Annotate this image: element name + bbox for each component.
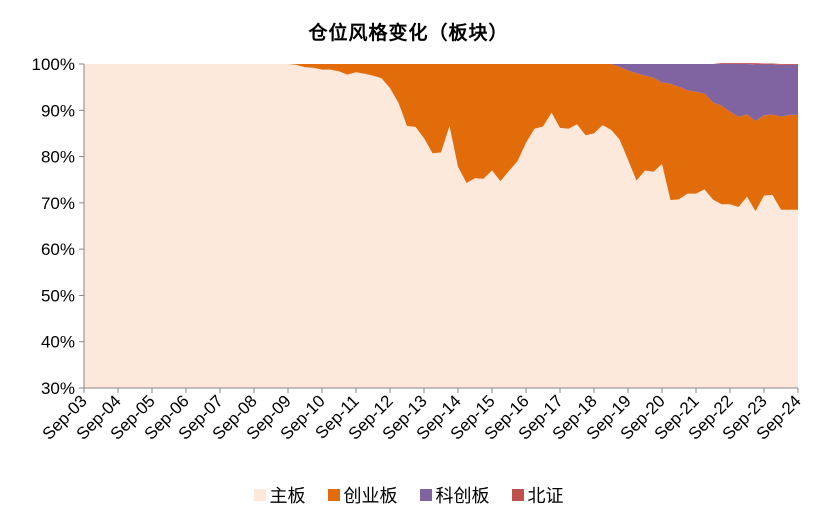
- svg-text:60%: 60%: [41, 240, 75, 259]
- area-series-1: [84, 64, 798, 212]
- svg-text:100%: 100%: [32, 55, 75, 74]
- x-axis-ticks: Sep-03Sep-04Sep-05Sep-06Sep-07Sep-08Sep-…: [39, 388, 805, 444]
- legend-item-3: 北证: [511, 482, 564, 508]
- area-series-3: [84, 63, 798, 65]
- legend-swatch-icon: [327, 489, 340, 501]
- plot-areas: [84, 63, 798, 388]
- legend-swatch-icon: [419, 489, 432, 501]
- svg-text:40%: 40%: [41, 333, 75, 352]
- legend: 主板 创业板 科创板 北证: [0, 482, 817, 508]
- y-axis-ticks: 30% 40% 50% 60% 70% 80% 90% 100%: [32, 55, 84, 398]
- legend-label: 科创板: [435, 486, 490, 507]
- legend-item-1: 创业板: [327, 482, 398, 508]
- legend-swatch-icon: [511, 489, 524, 501]
- svg-text:50%: 50%: [41, 286, 75, 305]
- legend-label: 北证: [527, 486, 564, 507]
- legend-swatch-icon: [253, 489, 266, 501]
- legend-item-0: 主板: [253, 482, 306, 508]
- legend-item-2: 科创板: [419, 482, 490, 508]
- chart-title: 仓位风格变化（板块）: [308, 22, 509, 44]
- svg-text:90%: 90%: [41, 101, 75, 120]
- svg-text:80%: 80%: [41, 148, 75, 167]
- svg-text:70%: 70%: [41, 194, 75, 213]
- legend-label: 创业板: [343, 486, 398, 507]
- legend-label: 主板: [269, 486, 306, 507]
- svg-text:30%: 30%: [41, 379, 75, 398]
- area-series-0: [84, 64, 798, 388]
- area-series-2: [84, 64, 798, 121]
- axes: [83, 64, 798, 389]
